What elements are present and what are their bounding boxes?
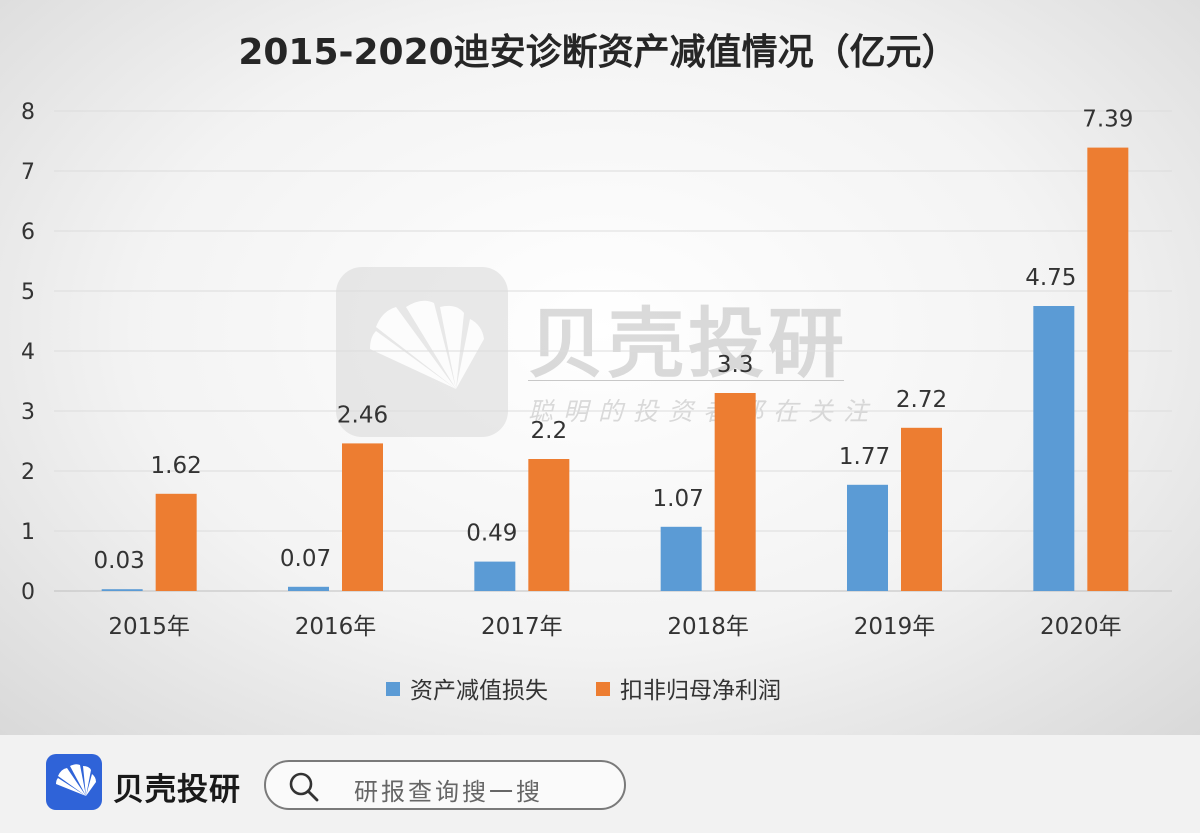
- bar-asset-impairment: [288, 586, 329, 591]
- y-tick-label: 0: [21, 580, 35, 605]
- search-icon: [289, 772, 319, 802]
- x-tick-label: 2020年: [1040, 614, 1122, 640]
- x-tick-label: 2015年: [108, 614, 190, 640]
- footer-brand-name: 贝壳投研: [113, 772, 241, 808]
- bar-net-profit: [1087, 147, 1129, 591]
- bar-net-profit: [714, 393, 756, 591]
- legend-label: 扣非归母净利润: [620, 678, 781, 704]
- data-label: 7.39: [1082, 107, 1133, 133]
- data-label: 3.3: [717, 352, 754, 378]
- data-label: 2.72: [896, 387, 947, 413]
- data-label: 2.46: [337, 402, 388, 428]
- y-tick-label: 5: [21, 280, 35, 305]
- bar-asset-impairment: [474, 561, 516, 591]
- y-tick-label: 4: [21, 340, 35, 365]
- shell-logo-icon[interactable]: [46, 754, 102, 810]
- legend-label: 资产减值损失: [410, 678, 548, 704]
- data-label: 0.03: [94, 548, 145, 574]
- chart-title: 2015-2020迪安诊断资产减值情况（亿元）: [238, 32, 957, 73]
- x-tick-label: 2019年: [854, 614, 936, 640]
- chart-area: 贝壳投研 聪明的投资者都在关注 2015-2020迪安诊断资产减值情况（亿元） …: [0, 0, 1200, 735]
- data-label: 2.2: [531, 418, 568, 444]
- search-input[interactable]: 研报查询搜一搜: [264, 760, 626, 810]
- bar-chart: 2015-2020迪安诊断资产减值情况（亿元） 0 1 2 3 4 5 6 7 8 0.03 1.…: [21, 32, 1172, 704]
- y-tick-label: 2: [21, 460, 35, 485]
- y-tick-label: 1: [21, 520, 35, 545]
- x-tick-label: 2017年: [481, 614, 563, 640]
- data-label: 1.77: [839, 444, 890, 470]
- y-tick-label: 6: [21, 220, 35, 245]
- bar-asset-impairment: [847, 484, 888, 591]
- legend-swatch: [596, 682, 610, 696]
- y-tick-label: 8: [21, 100, 35, 125]
- bar-net-profit: [528, 459, 570, 591]
- watermark-brand: 贝壳投研: [528, 299, 848, 388]
- x-tick-label: 2016年: [295, 614, 377, 640]
- bar-asset-impairment: [101, 589, 143, 591]
- bar-net-profit: [342, 443, 383, 591]
- watermark-logo-icon: [336, 267, 508, 437]
- y-tick-label: 7: [21, 160, 35, 185]
- legend-swatch: [386, 682, 400, 696]
- data-label: 1.62: [151, 453, 202, 479]
- data-label: 0.49: [466, 521, 517, 547]
- search-placeholder: 研报查询搜一搜: [354, 778, 543, 806]
- data-label: 1.07: [653, 486, 704, 512]
- x-tick-label: 2018年: [667, 614, 749, 640]
- bar-net-profit: [155, 493, 197, 591]
- bar-net-profit: [901, 427, 942, 591]
- y-tick-label: 3: [21, 400, 35, 425]
- data-label: 0.07: [280, 546, 331, 572]
- bar-asset-impairment: [660, 526, 702, 591]
- watermark-divider: [528, 380, 844, 381]
- data-label: 4.75: [1025, 265, 1076, 291]
- bar-asset-impairment: [1033, 306, 1075, 591]
